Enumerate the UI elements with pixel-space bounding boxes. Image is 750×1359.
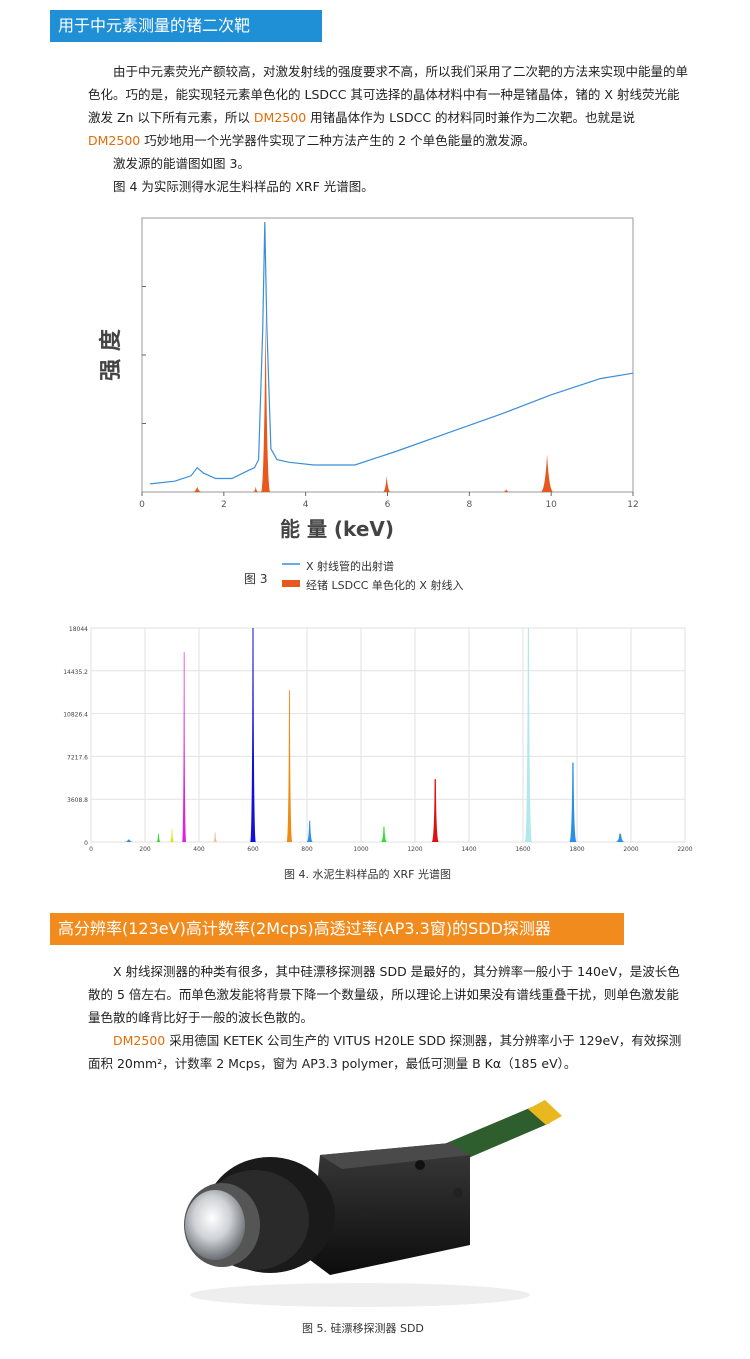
spectrum-peak (431, 779, 439, 842)
x-tick-label: 1200 (407, 846, 422, 853)
y-tick-label: 18044 (69, 626, 88, 633)
spectrum-peak (182, 652, 187, 842)
x-tick-label: 2000 (623, 846, 638, 853)
paragraph: X 射线探测器的种类有很多，其中硅漂移探测器 SDD 是最好的，其分辨率一般小于… (88, 964, 680, 1025)
monochromatic-spectrum (192, 313, 554, 492)
figure4-chart: 0 3608.8 7217.6 10826.4 14435.2 18044 0 200 400 6… (63, 626, 693, 853)
x-tick-label: 12 (627, 500, 638, 510)
section-title: 高分辨率(123eV)高计数率(2Mcps)高透过率(AP3.3窗)的SDD探测… (50, 913, 624, 945)
y-tick-label: 0 (84, 840, 88, 847)
spectrum-peak (286, 690, 293, 842)
spectrum-peak (250, 628, 256, 842)
figure3-chart: 强 度 0 2 4 6 8 10 12 能 量 (keV) (98, 217, 639, 541)
spectrum-peak (380, 826, 388, 842)
figure3-caption: 图 3 (244, 572, 268, 586)
y-tick-label: 7217.6 (67, 754, 88, 761)
spectrum-peak (615, 833, 626, 842)
brand-name: DM2500 (113, 1033, 166, 1048)
y-axis-label: 强 度 (98, 328, 124, 381)
x-tick-label: 200 (139, 846, 151, 853)
y-tick-label: 14435.2 (63, 669, 88, 676)
paragraph: 由于中元素荧光产额较高，对激发射线的强度要求不高，所以我们采用了二次靶的方法来实… (88, 64, 689, 148)
spectrum-peak (170, 829, 174, 842)
paragraph: 图 4 为实际测得水泥生料样品的 XRF 光谱图。 (113, 179, 374, 194)
spectrum-peak (569, 762, 577, 842)
legend-fill-swatch (282, 580, 300, 587)
x-tick-label: 8 (466, 500, 472, 510)
section1-text: 由于中元素荧光产额较高，对激发射线的强度要求不高，所以我们采用了二次靶的方法来实… (88, 60, 688, 198)
figure5-caption: 图 5. 硅漂移探测器 SDD (302, 1322, 424, 1335)
x-tick-label: 6 (385, 500, 391, 510)
figure4-caption: 图 4. 水泥生料样品的 XRF 光谱图 (284, 868, 451, 881)
x-axis-label: 能 量 (keV) (280, 517, 394, 541)
x-tick-label: 1400 (461, 846, 476, 853)
spectrum-peak (306, 820, 313, 842)
spectrum-peak (524, 628, 532, 842)
x-tick-label: 0 (89, 846, 93, 853)
x-tick-label: 2 (221, 500, 227, 510)
x-tick-label: 1800 (569, 846, 584, 853)
paragraph: DM2500 采用德国 KETEK 公司生产的 VITUS H20LE SDD … (88, 1033, 682, 1071)
x-tick-label: 0 (139, 500, 145, 510)
sdd-detector-photo (184, 1100, 562, 1307)
x-tick-label: 4 (303, 500, 309, 510)
brand-name: DM2500 (88, 133, 141, 148)
tube-spectrum-line (150, 221, 634, 485)
x-tick-label: 10 (545, 500, 557, 510)
x-tick-label: 1600 (515, 846, 530, 853)
brand-name: DM2500 (253, 110, 307, 125)
legend-line-label: X 射线管的出射谱 (306, 560, 395, 573)
spectrum-peak (156, 833, 161, 842)
x-tick-label: 400 (193, 846, 205, 853)
legend-fill-label: 经锗 LSDCC 单色化的 X 射线入 (306, 579, 464, 592)
x-tick-label: 600 (247, 846, 259, 853)
section-title: 用于中元素测量的锗二次靶 (50, 10, 322, 42)
spectrum-peak (212, 832, 218, 842)
paragraph: 激发源的能谱图如图 3。 (113, 156, 250, 171)
y-tick-label: 3608.8 (67, 797, 88, 804)
spectrum-peak (123, 839, 134, 842)
x-tick-label: 2200 (677, 846, 692, 853)
section2-text: X 射线探测器的种类有很多，其中硅漂移探测器 SDD 是最好的，其分辨率一般小于… (88, 960, 688, 1075)
x-tick-label: 1000 (353, 846, 368, 853)
x-tick-label: 800 (301, 846, 313, 853)
legend-swatches (282, 563, 300, 587)
y-tick-label: 10826.4 (63, 712, 88, 719)
